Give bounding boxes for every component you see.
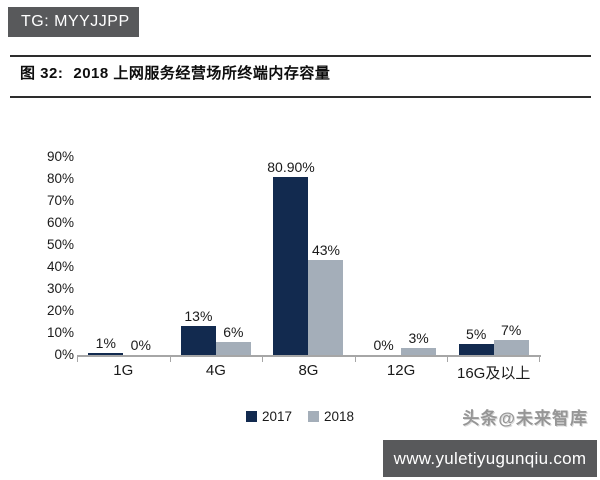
bar-group: 13% 6%	[170, 157, 263, 355]
bar-value-label: 80.90%	[267, 159, 315, 175]
bar-2018	[493, 339, 529, 355]
bar-wrap: 6%	[215, 157, 251, 355]
bar-value-label: 13%	[184, 308, 213, 325]
bar-group: 1% 0%	[77, 157, 170, 355]
y-tick-label: 10%	[46, 325, 74, 340]
x-axis-tick	[262, 355, 264, 362]
x-axis-label: 16G及以上	[456, 365, 531, 382]
legend-swatch	[245, 411, 257, 422]
x-axis-tick	[539, 355, 540, 362]
bar-wrap: 0%	[123, 157, 158, 355]
x-axis: 1G 4G 8G 12G 16G及以上	[77, 362, 540, 383]
tg-badge-text: TG: MYYJJPP	[21, 13, 130, 30]
x-axis-tick	[77, 355, 78, 362]
bar-value-label: 6%	[223, 323, 244, 340]
y-tick-label: 60%	[46, 215, 74, 230]
y-tick-label: 70%	[46, 193, 74, 208]
bar-2018	[215, 341, 251, 355]
figure-title: 图 32: 2018 上网服务经营场所终端内存容量	[20, 62, 330, 83]
x-axis-label: 4G	[205, 362, 226, 379]
bar-value-label: 43%	[311, 242, 340, 259]
watermark-text: 头条@未来智库	[462, 409, 588, 428]
figure-top-rule	[10, 55, 591, 57]
bar-2018	[401, 348, 437, 355]
bar-group: 80.90% 43%	[262, 157, 355, 355]
figure-number: 图 32:	[20, 65, 64, 82]
figure-title-text: 2018 上网服务经营场所终端内存容量	[73, 65, 331, 82]
y-tick-label: 0%	[54, 347, 74, 362]
x-axis-tick	[447, 355, 449, 362]
bar-wrap: 5%	[458, 157, 494, 355]
bar-wrap: 7%	[493, 157, 529, 355]
bar-value-label: 5%	[466, 326, 487, 342]
bar-value-label: 0%	[373, 337, 394, 353]
bar-group: 0% 3%	[355, 157, 448, 355]
x-axis-tick	[354, 355, 356, 362]
y-tick-label: 90%	[46, 149, 74, 164]
bar-wrap: 80.90%	[267, 157, 315, 355]
bar-2017	[458, 344, 494, 355]
bar-value-label: 0%	[130, 337, 151, 353]
y-tick-label: 80%	[46, 171, 74, 186]
tg-watermark-badge: TG: MYYJJPP	[8, 7, 139, 37]
y-tick-label: 30%	[46, 281, 74, 296]
y-tick-label: 40%	[46, 259, 74, 274]
legend-label: 2017	[261, 409, 292, 424]
x-axis-label: 8G	[298, 362, 319, 379]
y-axis: 0% 10% 20% 30% 40% 50% 60% 70% 80% 90%	[26, 149, 74, 362]
plot-area: 1% 0% 13% 6% 80.90% 43% 0% 3% 5% 7%	[77, 157, 541, 362]
bar-wrap: 43%	[308, 157, 344, 355]
legend-label: 2018	[324, 409, 355, 424]
legend: 2017 2018	[0, 409, 600, 424]
bar-wrap: 3%	[401, 157, 437, 355]
bar-value-label: 1%	[95, 334, 116, 351]
legend-swatch	[308, 411, 319, 422]
legend-item-2018: 2018	[308, 409, 354, 424]
bar-2018	[308, 260, 344, 355]
x-axis-label: 1G	[113, 362, 134, 379]
y-tick-label: 20%	[46, 303, 74, 318]
bar-group: 5% 7%	[447, 157, 540, 355]
footer-url-bar: www.yuletiyugunqiu.com	[383, 440, 597, 477]
x-axis-tick	[169, 355, 171, 362]
x-axis-label: 12G	[386, 362, 416, 379]
figure-bottom-rule	[10, 96, 591, 98]
legend-item-2017: 2017	[245, 409, 292, 424]
bar-2017	[88, 352, 124, 355]
footer-url-text: www.yuletiyugunqiu.com	[393, 448, 587, 468]
bar-2017	[180, 326, 216, 355]
bar-value-label: 3%	[408, 330, 429, 347]
bar-wrap: 1%	[88, 157, 124, 355]
bar-2017	[273, 177, 309, 355]
bar-value-label: 7%	[501, 321, 522, 338]
bar-wrap: 0%	[366, 157, 401, 355]
x-axis-line	[77, 355, 541, 357]
y-tick-label: 50%	[46, 237, 74, 252]
bar-wrap: 13%	[180, 157, 216, 355]
